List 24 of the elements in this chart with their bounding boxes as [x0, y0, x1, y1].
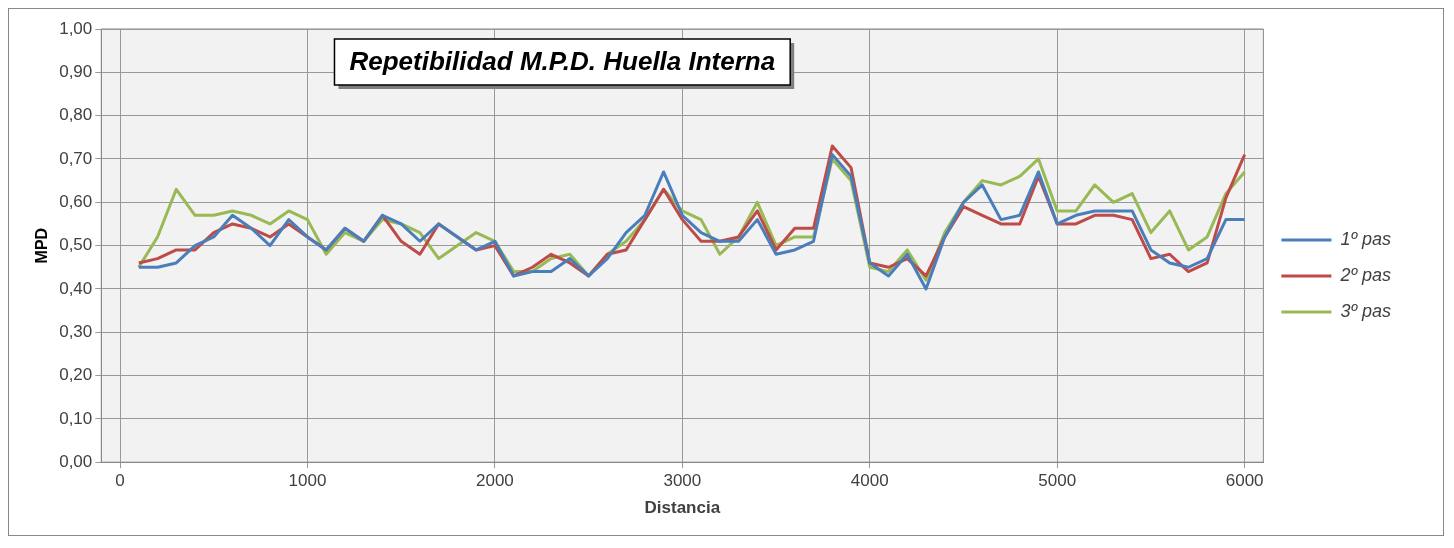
y-tick-label: 0,40 — [59, 278, 93, 298]
x-tick-label: 3000 — [663, 471, 702, 491]
y-tick-label: 0,90 — [59, 62, 93, 82]
y-tick-label: 0,70 — [59, 148, 93, 168]
x-tick-label: 0 — [115, 471, 125, 491]
legend-label: 2º pas — [1339, 265, 1391, 285]
y-tick-label: 1,00 — [59, 18, 93, 38]
x-tick-label: 4000 — [850, 471, 889, 491]
y-tick-label: 0,20 — [59, 365, 93, 385]
x-tick-label: 2000 — [475, 471, 514, 491]
x-tick-label: 5000 — [1038, 471, 1077, 491]
y-tick-label: 0,80 — [59, 105, 93, 125]
x-tick-label: 1000 — [288, 471, 327, 491]
y-tick-label: 0,50 — [59, 235, 93, 255]
y-tick-label: 0,60 — [59, 191, 93, 211]
legend-label: 3º pas — [1340, 301, 1391, 321]
y-tick-label: 0,00 — [59, 451, 93, 471]
y-tick-label: 0,10 — [59, 408, 93, 428]
x-tick-label: 6000 — [1225, 471, 1264, 491]
y-tick-label: 0,30 — [59, 321, 93, 341]
legend-label: 1º pas — [1340, 229, 1391, 249]
text: Repetibilidad M.P.D. Huella Interna — [349, 46, 776, 77]
x-axis-title: Distancia — [644, 498, 721, 518]
y-axis-title: MPD — [33, 227, 51, 264]
